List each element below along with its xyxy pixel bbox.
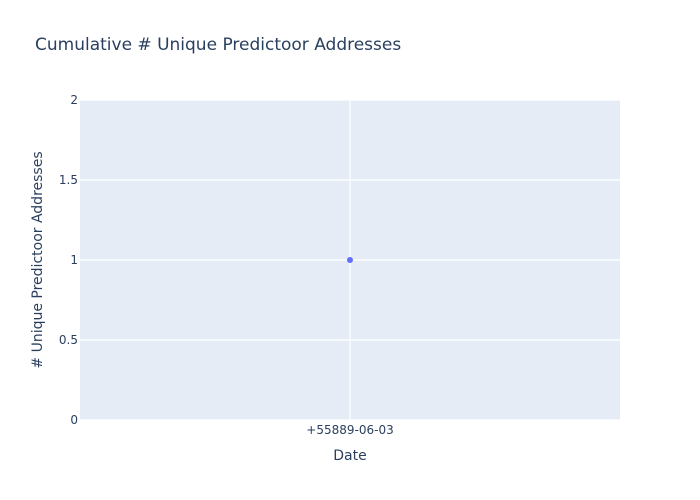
y-tick-label: 0 (70, 413, 78, 427)
y-tick-label: 1.5 (59, 173, 78, 187)
x-axis-title: Date (333, 448, 366, 464)
data-point[interactable] (347, 257, 353, 263)
tick-labels: 0 0.5 1 1.5 2 +55889-06-03 (59, 93, 394, 437)
y-axis-title: # Unique Predictoor Addresses (30, 151, 46, 368)
y-tick-label: 2 (70, 93, 78, 107)
x-tick-label: +55889-06-03 (306, 423, 393, 437)
y-tick-label: 0.5 (59, 333, 78, 347)
chart-title: Cumulative # Unique Predictoor Addresses (35, 35, 401, 55)
y-tick-label: 1 (70, 253, 78, 267)
data-points (347, 257, 353, 263)
